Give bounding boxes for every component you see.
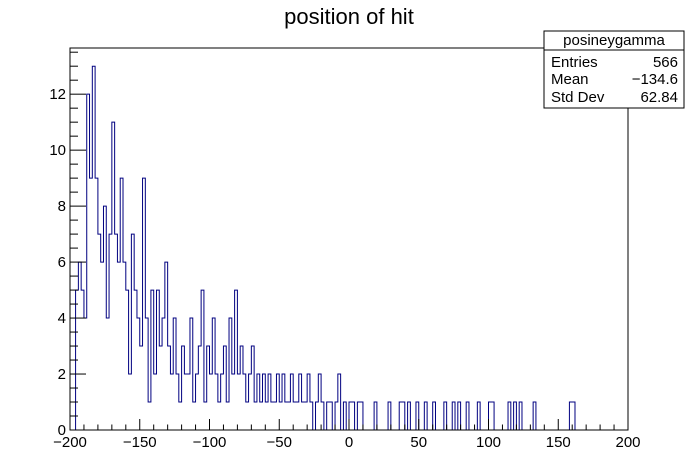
y-tick-label: 10 <box>49 142 66 159</box>
y-tick-label: 6 <box>58 254 66 271</box>
x-tick-label: 100 <box>476 434 501 451</box>
histogram-layer <box>70 65 628 431</box>
chart-title: position of hit <box>284 4 414 29</box>
stats-mean-value: −134.6 <box>632 71 678 88</box>
y-tick-label: 0 <box>58 422 66 439</box>
x-tick-label: 50 <box>410 434 427 451</box>
stats-entries-value: 566 <box>653 54 678 71</box>
stats-box-name: posineygamma <box>563 32 665 49</box>
stats-entries-label: Entries <box>551 54 598 71</box>
y-tick-label: 2 <box>58 366 66 383</box>
x-tick-label: 200 <box>615 434 640 451</box>
x-tick-label: −200 <box>53 434 87 451</box>
histogram-outline <box>70 65 628 431</box>
x-tick-label: −50 <box>267 434 292 451</box>
stats-stddev-label: Std Dev <box>551 89 605 106</box>
y-tick-label: 12 <box>49 86 66 103</box>
stats-box: posineygamma Entries 566 Mean −134.6 Std… <box>543 30 685 109</box>
x-tick-label: 150 <box>546 434 571 451</box>
y-tick-label: 4 <box>58 310 66 327</box>
stats-mean-label: Mean <box>551 71 589 88</box>
stats-stddev-value: 62.84 <box>640 89 678 106</box>
x-tick-label: −100 <box>193 434 227 451</box>
axis-ticks: −200 −150 −100 −50 0 50 100 150 200 0 2 4 6 8 10 12 <box>49 51 641 451</box>
x-tick-label: −150 <box>123 434 157 451</box>
stats-box-frame <box>543 30 685 109</box>
x-tick-label: 0 <box>345 434 353 451</box>
y-tick-label: 8 <box>58 198 66 215</box>
